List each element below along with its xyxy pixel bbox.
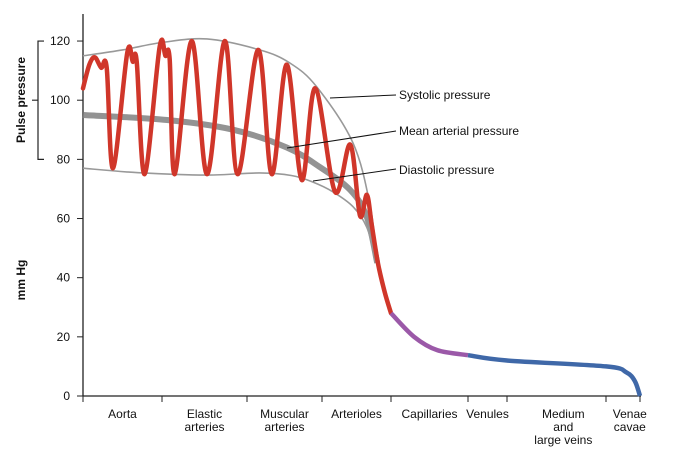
- y-axis-label: mm Hg: [14, 260, 28, 301]
- category-label: Arterioles: [331, 407, 382, 421]
- category-label-line: Muscular: [260, 407, 309, 421]
- y-tick-label: 20: [57, 330, 71, 344]
- y-tick-label: 40: [57, 271, 71, 285]
- category-label-line: Elastic: [187, 407, 222, 421]
- annotation-diastolic: Diastolic pressure: [399, 163, 495, 177]
- venous-pressure-line: [467, 352, 643, 397]
- category-label-line: arteries: [264, 420, 304, 434]
- y-tick-label: 120: [50, 34, 70, 48]
- category-label: Venules: [466, 407, 509, 421]
- y-tick-label: 0: [63, 389, 70, 403]
- category-label-line: Arterioles: [331, 407, 382, 421]
- category-label-line: Capillaries: [401, 407, 457, 421]
- pulse-pressure-bracket: [32, 40, 44, 160]
- systolic-envelope-line: [82, 37, 378, 263]
- category-label-line: cavae: [614, 420, 646, 434]
- annotation-systolic: Systolic pressure: [399, 88, 491, 102]
- curves: [80, 37, 643, 397]
- capillary-pressure-line: [389, 311, 469, 358]
- category-label-line: Venae: [613, 407, 647, 421]
- pulse-pressure-label: Pulse pressure: [14, 57, 28, 143]
- annotation-mean: Mean arterial pressure: [399, 124, 519, 138]
- systolic-leader-line: [329, 94, 397, 99]
- category-label: Medium and large veins: [534, 407, 592, 447]
- y-tick-label: 80: [57, 152, 71, 166]
- y-tick-label: 60: [57, 212, 71, 226]
- category-label-line: and: [553, 420, 573, 434]
- category-label: Venae cavae: [613, 407, 647, 434]
- category-label-line: arteries: [184, 420, 224, 434]
- category-label-line: large veins: [534, 433, 592, 447]
- category-label-line: Aorta: [108, 407, 137, 421]
- category-label: Aorta: [108, 407, 137, 421]
- category-label: Elastic arteries: [184, 407, 224, 434]
- mean-leader-line: [286, 130, 397, 149]
- category-label-line: Venules: [466, 407, 509, 421]
- axes: 0 20 40 60 80 100 120: [32, 14, 641, 403]
- arterial-pressure-line: [80, 37, 394, 316]
- category-label: Capillaries: [401, 407, 457, 421]
- category-label: Muscular arteries: [260, 407, 309, 434]
- diastolic-leader-line: [312, 168, 397, 182]
- category-label-line: Medium: [542, 407, 585, 421]
- y-tick-label: 100: [50, 93, 70, 107]
